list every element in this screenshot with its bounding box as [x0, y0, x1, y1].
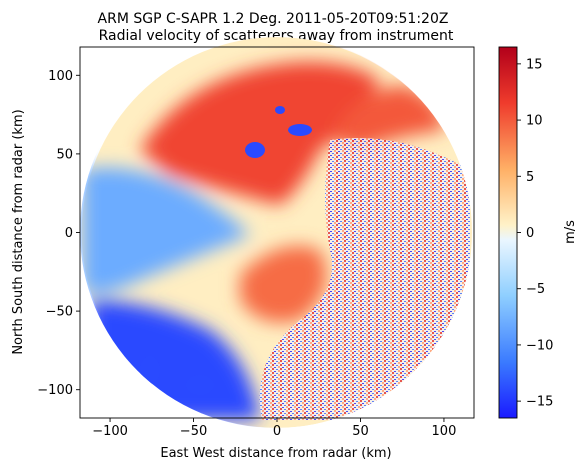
y-tick-label: −50 — [46, 305, 73, 320]
y-axis-ticks: −100 −50 0 50 100 — [37, 69, 80, 398]
y-tick-label: −100 — [37, 383, 73, 398]
x-tick-label: −50 — [180, 424, 207, 439]
colorbar-gradient — [498, 46, 518, 419]
region-northeast — [330, 85, 445, 150]
colorbar-tick-label: 5 — [526, 170, 534, 185]
x-tick-label: 100 — [432, 424, 457, 439]
region-south-near — [240, 245, 327, 323]
colorbar: −15 −10 −5 0 5 10 15 m/s — [498, 46, 578, 419]
region-west — [82, 167, 250, 294]
y-axis-label: North South distance from radar (km) — [11, 109, 26, 354]
x-axis-ticks: −100 −50 0 50 100 — [92, 418, 456, 439]
colorbar-tick-label: −15 — [526, 395, 553, 410]
echo-patch — [186, 375, 214, 395]
velocity-regions — [82, 61, 445, 420]
x-tick-label: 50 — [352, 424, 369, 439]
y-tick-label: 50 — [56, 147, 73, 162]
colorbar-ticks: −15 −10 −5 0 5 10 15 — [517, 57, 553, 410]
colorbar-tick-label: −10 — [526, 338, 553, 353]
chart-subtitle: Radial velocity of scatterers away from … — [99, 28, 454, 44]
colorbar-tick-label: 10 — [526, 114, 543, 129]
x-tick-label: −100 — [92, 424, 128, 439]
echo-patch — [288, 124, 312, 136]
echo-patch — [140, 356, 160, 384]
radar-field — [81, 37, 472, 428]
chart-title: ARM SGP C-SAPR 1.2 Deg. 2011-05-20T09:51… — [98, 11, 449, 27]
y-tick-label: 0 — [65, 226, 73, 241]
y-tick-label: 100 — [48, 69, 73, 84]
region-east-noisy — [259, 138, 470, 420]
echo-patch — [275, 106, 285, 114]
colorbar-tick-label: 0 — [526, 226, 534, 241]
colorbar-tick-label: 15 — [526, 57, 543, 72]
colorbar-label: m/s — [563, 220, 578, 244]
colorbar-tick-label: −5 — [526, 282, 545, 297]
x-axis-label: East West distance from radar (km) — [160, 446, 391, 461]
x-tick-label: 0 — [273, 424, 281, 439]
plot-area: −100 −50 0 50 100 −100 −50 0 50 100 — [37, 37, 475, 439]
echo-patch — [245, 142, 265, 158]
region-north-inbound — [140, 61, 380, 206]
